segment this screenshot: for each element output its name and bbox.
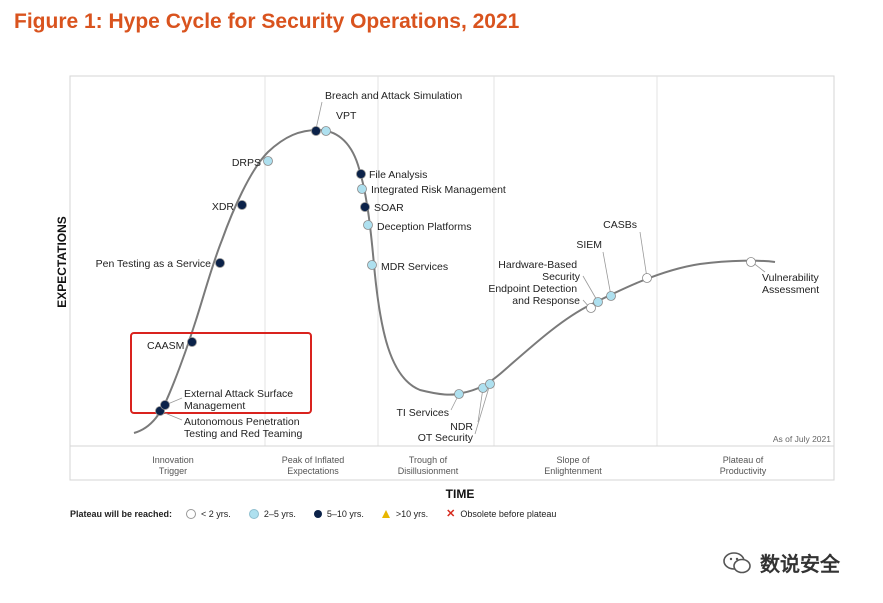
dot-edr <box>586 303 596 313</box>
legend-title: Plateau will be reached: <box>70 509 173 519</box>
label-edr-line2: and Response <box>512 295 580 307</box>
leader-hbs <box>582 275 599 303</box>
triangle-icon <box>381 510 390 518</box>
as-of-note: As of July 2021 <box>773 434 831 444</box>
leader-siem <box>602 251 612 297</box>
legend-label-gt10: >10 yrs. <box>395 509 429 519</box>
label-file-analysis: File Analysis <box>369 169 427 181</box>
label-siem: SIEM <box>576 239 602 251</box>
legend-item-5to10: 5–10 yrs. <box>313 509 364 519</box>
x-mark-icon: ✕ <box>446 508 456 520</box>
dot-irm <box>357 184 367 194</box>
legend-item-gt10: >10 yrs. <box>381 509 429 519</box>
label-easm-line1: External Attack Surface <box>184 388 293 400</box>
legend-label-obsolete: Obsolete before plateau <box>460 509 557 519</box>
label-va-line1: Vulnerability <box>762 272 820 284</box>
label-edr-line1: Endpoint Detection <box>488 283 577 295</box>
phase-label-innovation-trigger: Innovation Trigger <box>152 455 194 476</box>
legend-item-2to5: 2–5 yrs. <box>248 509 296 519</box>
legend-label-2to5: 2–5 yrs. <box>263 509 296 519</box>
leader-ndr <box>477 387 484 423</box>
label-hw-security: Hardware-Based Security <box>498 259 580 283</box>
dot-casbs <box>642 273 652 283</box>
label-autonomous-line2: Testing and Red Teaming <box>184 428 302 440</box>
technology-markers <box>155 126 756 416</box>
technology-labels: Autonomous Penetration Testing and Red T… <box>96 90 822 444</box>
legend-label-lt2: < 2 yrs. <box>201 509 231 519</box>
label-caasm: CAASM <box>147 340 184 352</box>
label-easm: External Attack Surface Management <box>184 388 296 412</box>
label-ti-services: TI Services <box>396 407 449 419</box>
dot-ot-security <box>485 379 495 389</box>
phase-labels: Innovation Trigger Peak of Inflated Expect… <box>152 455 767 476</box>
phase-label-peak: Peak of Inflated Expectations <box>282 455 345 476</box>
label-hbs-line1: Hardware-Based <box>498 259 577 271</box>
dot-hw-security <box>593 297 603 307</box>
leader-breach <box>315 101 323 130</box>
dot-caasm <box>187 337 197 347</box>
dot-breach-attack-sim <box>311 126 321 136</box>
phase-band <box>69 445 835 481</box>
label-drps: DRPS <box>232 157 261 169</box>
label-autonomous-line1: Autonomous Penetration <box>184 416 300 428</box>
wechat-icon <box>723 551 751 573</box>
legend-swatch-navy <box>313 510 322 518</box>
dot-ti-services <box>454 389 464 399</box>
y-axis-label: EXPECTATIONS <box>55 216 69 308</box>
label-vpt: VPT <box>336 110 357 122</box>
dot-easm <box>160 400 170 410</box>
label-breach-attack-sim: Breach and Attack Simulation <box>325 90 462 102</box>
legend-swatch-white <box>186 509 197 519</box>
label-hbs-line2: Security <box>542 271 581 283</box>
dot-xdr <box>237 200 247 210</box>
legend-item-lt2: < 2 yrs. <box>186 509 231 519</box>
dot-drps <box>263 156 273 166</box>
legend-item-obsolete: ✕ Obsolete before plateau <box>446 508 557 520</box>
dot-vpt <box>321 126 331 136</box>
label-ndr: NDR <box>450 421 473 433</box>
phase-label-plateau: Plateau of Productivity <box>720 455 767 476</box>
dot-siem <box>606 291 616 301</box>
dot-pen-testing-service <box>215 258 225 268</box>
legend: Plateau will be reached: < 2 yrs. 2–5 yr… <box>70 508 574 520</box>
label-xdr: XDR <box>212 201 235 213</box>
legend-label-5to10: 5–10 yrs. <box>326 509 364 519</box>
label-edr: Endpoint Detection and Response <box>488 283 580 307</box>
legend-swatch-light-blue <box>248 509 259 519</box>
plot-frame <box>69 75 835 447</box>
phase-label-trough: Trough of Disillusionment <box>398 455 459 476</box>
x-axis-label: TIME <box>446 487 475 501</box>
leader-casbs <box>639 231 648 279</box>
label-ot-security: OT Security <box>418 432 474 444</box>
label-mdr: MDR Services <box>381 261 448 273</box>
leader-ot <box>474 383 491 435</box>
label-autonomous-pentest: Autonomous Penetration Testing and Red T… <box>184 416 303 440</box>
dot-vuln-assessment <box>746 257 756 267</box>
label-easm-line2: Management <box>184 400 245 412</box>
dot-soar <box>360 202 370 212</box>
phase-label-slope: Slope of Enlightenment <box>544 455 602 476</box>
label-pen-testing-service: Pen Testing as a Service <box>96 258 212 270</box>
highlight-box <box>130 332 312 414</box>
dot-deception <box>363 220 373 230</box>
figure-title: Figure 1: Hype Cycle for Security Operat… <box>14 10 520 33</box>
watermark: 数说安全 <box>722 548 840 577</box>
label-casbs: CASBs <box>603 219 637 231</box>
label-soar: SOAR <box>374 202 404 214</box>
label-va-line2: Assessment <box>762 284 819 296</box>
label-irm: Integrated Risk Management <box>371 184 506 196</box>
label-vuln-assessment: Vulnerability Assessment <box>762 272 822 296</box>
dot-mdr <box>367 260 377 270</box>
label-deception: Deception Platforms <box>377 221 472 233</box>
dot-file-analysis <box>356 169 366 179</box>
watermark-text: 数说安全 <box>760 552 840 576</box>
